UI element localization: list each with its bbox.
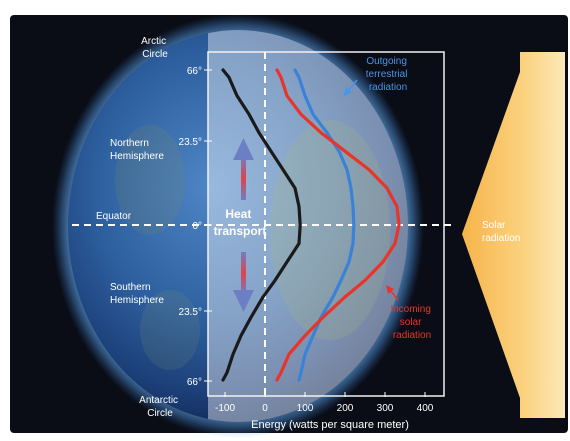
equator-label: Equator (96, 211, 132, 222)
energy-tick-label: 0 (262, 403, 268, 414)
northern-hemisphere-label: Northern Hemisphere (110, 138, 164, 162)
solar-radiation-arrow (462, 52, 565, 418)
radiation-curves (221, 68, 401, 382)
energy-axis-title: Energy (watts per square meter) (251, 419, 409, 431)
energy-axis: -100 0 100 200 300 400 (215, 392, 434, 414)
antarctic-circle-label: Antarctic Circle (139, 395, 181, 419)
latitude-tick-label: 66° (187, 66, 202, 77)
heat-transport-label: Heat transport (214, 207, 267, 238)
latitude-tick-label: 23.5° (179, 307, 202, 318)
southern-hemisphere-label: Southern Hemisphere (110, 282, 164, 306)
outgoing-pointer-head (343, 87, 352, 97)
latitude-axis: 66° 23.5° 0° 23.5° 66° (179, 66, 212, 388)
outgoing-radiation-curve (293, 68, 356, 382)
arctic-circle-label: Arctic Circle (141, 36, 169, 60)
latitude-tick-label: 66° (187, 377, 202, 388)
energy-tick-label: 200 (337, 403, 354, 414)
energy-tick-label: 400 (417, 403, 434, 414)
energy-tick-label: 300 (377, 403, 394, 414)
incoming-radiation-curve (275, 68, 401, 382)
incoming-radiation-label: Incoming solar radiation (390, 304, 433, 341)
latitude-tick-label: 0° (192, 221, 202, 232)
latitude-tick-label: 23.5° (179, 137, 202, 148)
net-radiation-curve (221, 68, 302, 382)
energy-tick-label: -100 (215, 403, 235, 414)
solar-label: Solar radiation (482, 220, 520, 244)
incoming-pointer-arrow (389, 289, 399, 301)
incoming-pointer-head (386, 285, 394, 294)
heat-transport-arrows (233, 138, 254, 312)
outgoing-radiation-label: Outgoing terrestrial radiation (366, 56, 410, 93)
energy-tick-label: 100 (297, 403, 314, 414)
